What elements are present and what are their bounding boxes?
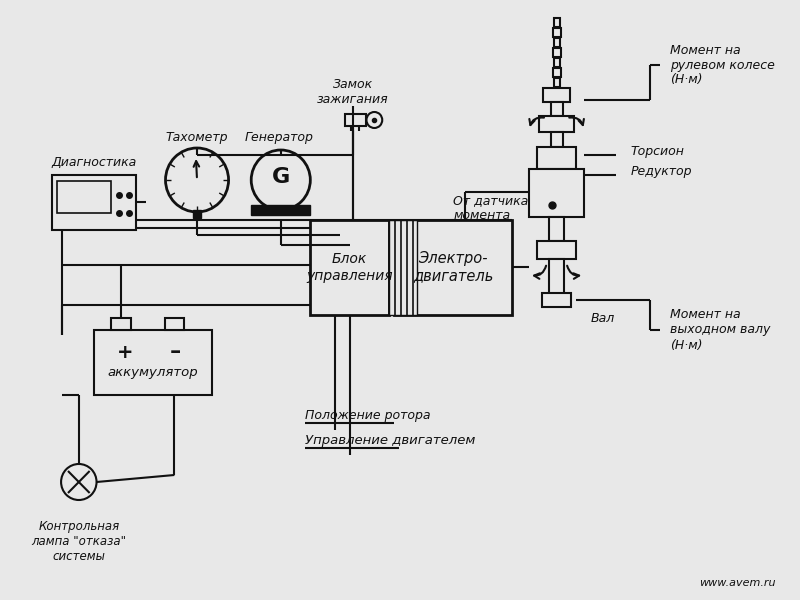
Bar [550, 132, 562, 147]
Text: Генератор: Генератор [244, 131, 314, 145]
Text: Редуктор: Редуктор [630, 166, 692, 179]
Bar [94, 330, 212, 395]
Bar [550, 102, 562, 116]
Text: G: G [272, 167, 290, 187]
Bar [529, 169, 584, 217]
Text: Торсион: Торсион [630, 145, 684, 158]
Bar [57, 181, 111, 213]
Circle shape [366, 112, 382, 128]
Bar [310, 220, 389, 315]
Bar [553, 48, 561, 57]
Bar [553, 68, 561, 77]
Bar [549, 259, 565, 297]
Bar [111, 318, 131, 330]
Text: Момент на
рулевом колесе
(Н·м): Момент на рулевом колесе (Н·м) [670, 43, 774, 86]
Bar [553, 28, 561, 37]
Bar [193, 210, 201, 218]
Text: Управление двигателем: Управление двигателем [306, 434, 476, 447]
Text: Вал: Вал [591, 311, 615, 325]
Text: Контрольная
лампа "отказа"
системы: Контрольная лампа "отказа" системы [31, 520, 126, 563]
Text: Блок
управления: Блок управления [306, 253, 393, 283]
Bar [554, 38, 559, 47]
Text: Замок
зажигания: Замок зажигания [317, 78, 389, 106]
Text: Тахометр: Тахометр [166, 131, 228, 145]
Text: +: + [117, 343, 134, 361]
Bar [345, 114, 366, 126]
Text: аккумулятор: аккумулятор [107, 366, 198, 379]
Bar [52, 175, 136, 230]
Text: Диагностика: Диагностика [52, 155, 138, 169]
Bar [389, 220, 417, 315]
Text: Момент на
выходном валу
(Н·м): Момент на выходном валу (Н·м) [670, 308, 770, 352]
Text: Положение ротора: Положение ротора [306, 409, 431, 422]
Bar [543, 88, 570, 102]
Bar [537, 241, 576, 259]
Text: –: – [170, 342, 181, 362]
Bar [165, 318, 184, 330]
Circle shape [251, 150, 310, 210]
Bar [554, 58, 559, 67]
Bar [554, 18, 559, 27]
Text: www.avem.ru: www.avem.ru [699, 578, 775, 588]
Text: Электро-
двигатель: Электро- двигатель [413, 251, 494, 284]
Bar [251, 205, 310, 215]
Bar [554, 78, 559, 87]
Text: От датчика
момента: От датчика момента [453, 194, 529, 222]
Circle shape [166, 148, 229, 212]
Circle shape [61, 464, 97, 500]
Bar [539, 116, 574, 132]
Bar [542, 293, 571, 307]
Bar [549, 217, 565, 241]
Bar [537, 147, 576, 169]
Bar [394, 220, 512, 315]
